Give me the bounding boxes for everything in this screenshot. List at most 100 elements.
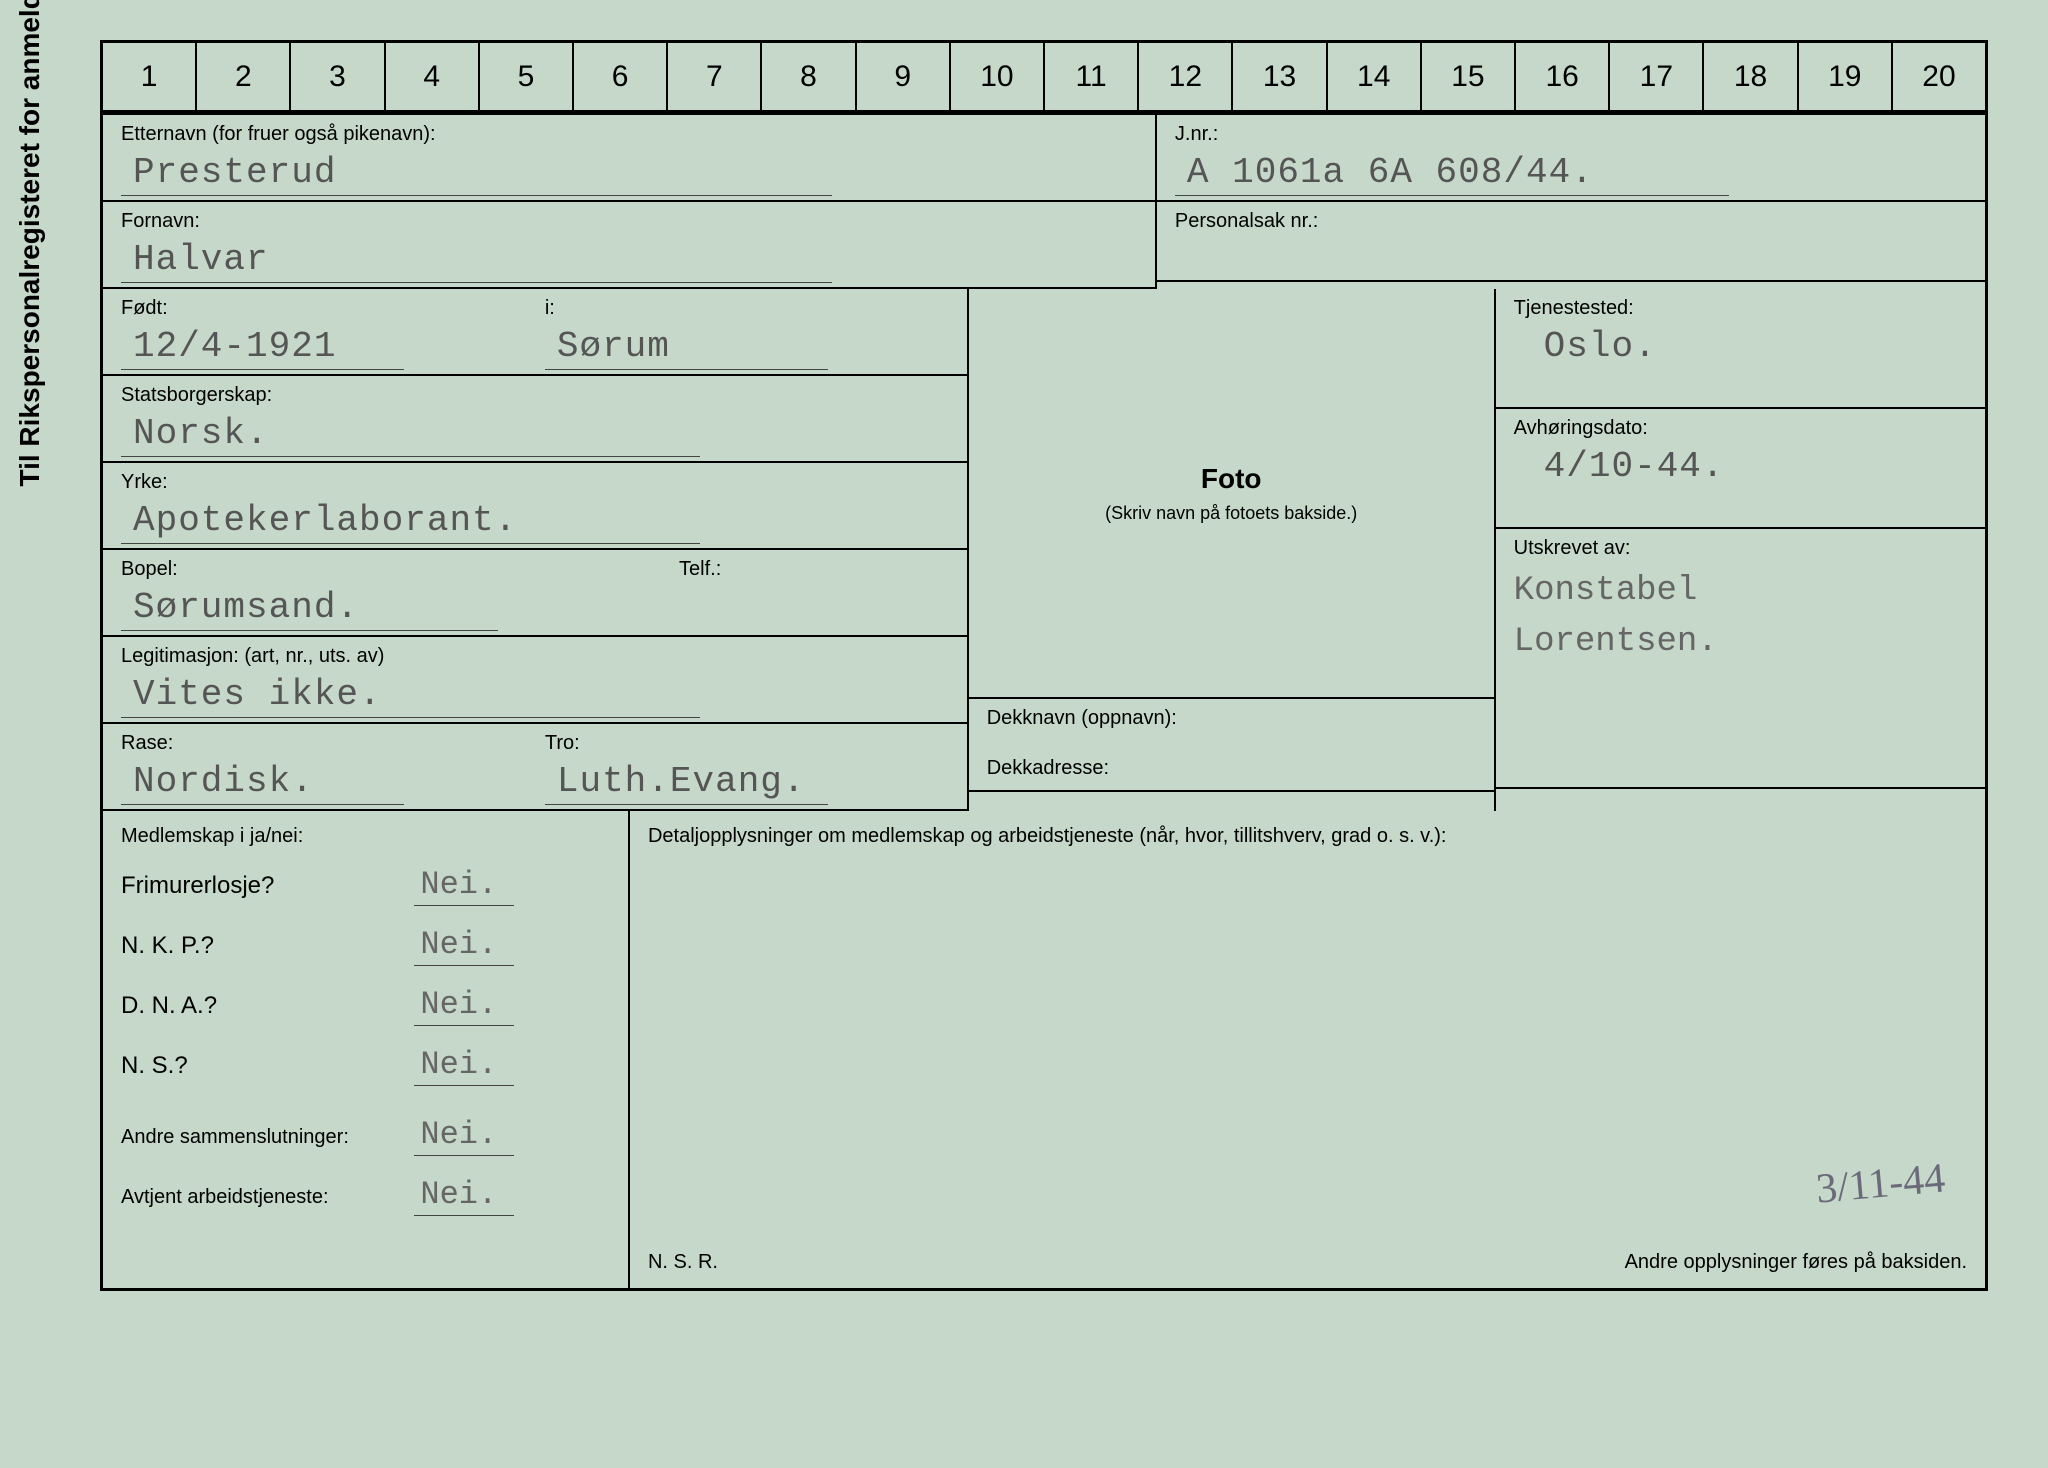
value-ns: Nei. [414,1046,514,1086]
ruler-cell: 16 [1516,43,1610,110]
label-detalj: Detaljopplysninger om medlemskap og arbe… [648,825,1447,847]
value-avtjent: Nei. [414,1176,514,1216]
label-rase: Rase: [121,732,525,755]
value-tjenestested: Oslo. [1514,326,1831,369]
field-rase-tro: Rase: Nordisk. Tro: Luth.Evang. [103,724,967,811]
label-telf: Telf.: [679,558,949,581]
ruler-cell: 17 [1610,43,1704,110]
ruler-cell: 5 [480,43,574,110]
field-bopel: Bopel: Sørumsand. Telf.: [103,550,967,637]
ruler-cell: 2 [197,43,291,110]
label-statsborgerskap: Statsborgerskap: [121,384,949,407]
ruler-cell: 8 [762,43,856,110]
ruler-cell: 4 [386,43,480,110]
value-tro: Luth.Evang. [545,761,828,805]
row-andre: Andre sammenslutninger: Nei. [121,1116,610,1156]
lower-section: Medlemskap i ja/nei: Frimurerlosje? Nei.… [100,811,1988,1291]
value-telf [679,598,868,600]
ruler-cell: 20 [1893,43,1985,110]
ruler-cell: 7 [668,43,762,110]
value-fodt: 12/4-1921 [121,326,404,370]
ruler-cell: 6 [574,43,668,110]
label-dna: D. N. A.? [121,992,414,1020]
value-fornavn: Halvar [121,239,832,283]
foto-subtitle: (Skriv navn på fotoets bakside.) [1105,503,1357,524]
label-avhoringsdato: Avhøringsdato: [1514,417,1967,440]
label-fodt: Født: [121,297,525,320]
label-tro: Tro: [545,732,949,755]
ruler-cell: 13 [1233,43,1327,110]
label-dekknavn: Dekknavn (oppnavn): [987,707,1476,730]
value-utskrevet-2: Lorentsen. [1514,617,1967,668]
value-statsborgerskap: Norsk. [121,413,700,457]
ruler-cell: 10 [951,43,1045,110]
label-nsr: N. S. R. [648,1251,718,1274]
ruler-row: 1 2 3 4 5 6 7 8 9 10 11 12 13 14 15 16 1… [100,40,1988,115]
label-fodt-i: i: [545,297,949,320]
field-dekknavn: Dekknavn (oppnavn): [969,699,1494,749]
details-column: Detaljopplysninger om medlemskap og arbe… [630,811,1985,1288]
label-personalsak: Personalsak nr.: [1175,210,1967,233]
field-jnr: J.nr.: A 1061a 6A 608/44. [1157,115,1985,202]
membership-column: Medlemskap i ja/nei: Frimurerlosje? Nei.… [103,811,630,1288]
value-dna: Nei. [414,986,514,1026]
field-avhoringsdato: Avhøringsdato: 4/10-44. [1496,409,1985,529]
row-frimurerlosje: Frimurerlosje? Nei. [121,866,610,906]
value-personalsak [1175,250,1729,252]
field-statsborgerskap: Statsborgerskap: Norsk. [103,376,967,463]
value-etternavn: Presterud [121,152,832,196]
label-andre-opp: Andre opplysninger føres på baksiden. [1625,1251,1967,1274]
ruler-cell: 11 [1045,43,1139,110]
field-utskrevet: Utskrevet av: Konstabel Lorentsen. [1496,529,1985,789]
field-fornavn: Fornavn: Halvar [103,202,1155,289]
value-andre: Nei. [414,1116,514,1156]
row-etternavn-jnr: Etternavn (for fruer også pikenavn): Pre… [100,115,1988,202]
value-legitimasjon: Vites ikke. [121,674,700,718]
value-nkp: Nei. [414,926,514,966]
label-dekkadresse: Dekkadresse: [987,757,1476,780]
label-frimurerlosje: Frimurerlosje? [121,872,414,900]
field-tjenestested: Tjenestested: Oslo. [1496,289,1985,409]
value-yrke: Apotekerlaborant. [121,500,700,544]
row-dna: D. N. A.? Nei. [121,986,610,1026]
value-frimurerlosje: Nei. [414,866,514,906]
label-fornavn: Fornavn: [121,210,1137,233]
value-jnr: A 1061a 6A 608/44. [1175,152,1729,196]
label-andre: Andre sammenslutninger: [121,1126,414,1148]
col-mid: Foto (Skriv navn på fotoets bakside.) De… [969,289,1496,811]
field-personalsak: Personalsak nr.: [1157,202,1985,282]
col-right: Tjenestested: Oslo. Avhøringsdato: 4/10-… [1496,289,1985,811]
foto-title: Foto [1201,463,1262,495]
label-ns: N. S.? [121,1052,414,1080]
field-legitimasjon: Legitimasjon: (art, nr., uts. av) Vites … [103,637,967,724]
bottom-notes: N. S. R. Andre opplysninger føres på bak… [648,1251,1967,1274]
value-rase: Nordisk. [121,761,404,805]
label-medlemskap: Medlemskap i ja/nei: [121,825,610,848]
vertical-title: Til Rikspersonalregisteret for anmeldte. [14,0,46,487]
row-nkp: N. K. P.? Nei. [121,926,610,966]
field-etternavn: Etternavn (for fruer også pikenavn): Pre… [103,115,1155,202]
ruler-cell: 15 [1422,43,1516,110]
value-utskrevet-1: Konstabel [1514,566,1967,617]
foto-box: Foto (Skriv navn på fotoets bakside.) [969,289,1494,699]
label-jnr: J.nr.: [1175,123,1967,146]
label-yrke: Yrke: [121,471,949,494]
label-legitimasjon: Legitimasjon: (art, nr., uts. av) [121,645,949,668]
handwritten-date: 3/11-44 [1814,1154,1947,1213]
ruler-cell: 19 [1799,43,1893,110]
ruler-cell: 9 [857,43,951,110]
ruler-cell: 3 [291,43,385,110]
value-avhoringsdato: 4/10-44. [1514,446,1831,489]
col-left: Født: 12/4-1921 i: Sørum Statsborgerskap… [103,289,969,811]
row-ns: N. S.? Nei. [121,1046,610,1086]
field-fodt: Født: 12/4-1921 i: Sørum [103,289,967,376]
ruler-cell: 1 [103,43,197,110]
form-body: Født: 12/4-1921 i: Sørum Statsborgerskap… [100,289,1988,811]
label-utskrevet: Utskrevet av: [1514,537,1967,560]
field-yrke: Yrke: Apotekerlaborant. [103,463,967,550]
value-fodt-i: Sørum [545,326,828,370]
label-etternavn: Etternavn (for fruer også pikenavn): [121,123,1137,146]
ruler-cell: 14 [1328,43,1422,110]
label-nkp: N. K. P.? [121,932,414,960]
label-bopel: Bopel: [121,558,659,581]
